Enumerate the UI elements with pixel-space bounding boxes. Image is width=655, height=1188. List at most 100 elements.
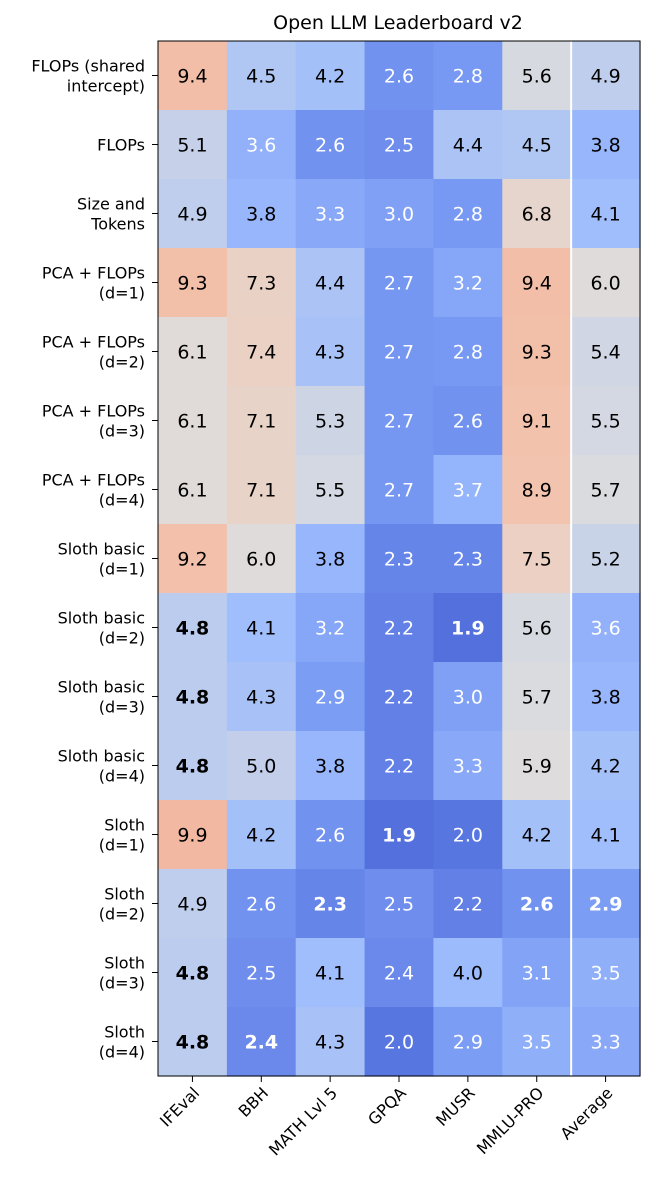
- heatmap-cell: [433, 938, 503, 1008]
- cell-value: 3.1: [522, 963, 552, 985]
- row-label: (d=3): [99, 698, 145, 717]
- heatmap-cell: [571, 1007, 641, 1077]
- heatmap-cell: [158, 248, 228, 318]
- heatmap-cell: [226, 110, 297, 180]
- cell-value: 4.2: [590, 756, 620, 778]
- heatmap-cell: [295, 41, 366, 111]
- heatmap-cell: [158, 524, 228, 594]
- row-label: Sloth: [104, 1023, 145, 1042]
- cell-value: 5.7: [590, 480, 620, 502]
- cell-value: 3.2: [453, 273, 483, 295]
- heatmap-cell: [433, 731, 503, 801]
- heatmap-cell: [433, 593, 503, 663]
- cell-value: 5.4: [590, 342, 620, 364]
- heatmap-cell: [571, 386, 641, 456]
- heatmap-cell: [295, 731, 366, 801]
- heatmap-cell: [226, 524, 297, 594]
- cell-value: 3.5: [590, 963, 620, 985]
- heatmap-cell: [226, 800, 297, 870]
- cell-value: 2.6: [315, 825, 345, 847]
- heatmap-cell: [433, 524, 503, 594]
- cell-value: 3.8: [315, 549, 345, 571]
- heatmap-cell: [364, 938, 435, 1008]
- heatmap-cell: [502, 317, 572, 387]
- heatmap-cell: [433, 455, 503, 525]
- row-label: (d=2): [99, 353, 145, 372]
- row-label: (d=1): [99, 284, 145, 303]
- cell-value: 2.5: [384, 135, 414, 157]
- heatmap-cell: [226, 455, 297, 525]
- cell-value: 9.1: [522, 411, 552, 433]
- heatmap-cell: [295, 386, 366, 456]
- cell-value: 2.7: [384, 480, 414, 502]
- cell-value: 3.3: [453, 756, 483, 778]
- cell-value: 2.2: [453, 894, 483, 916]
- heatmap-cell: [502, 455, 572, 525]
- plot-frame: [157, 40, 641, 1077]
- heatmap-cell: [364, 179, 435, 249]
- heatmap-cell: [295, 1007, 366, 1077]
- cell-value: 9.4: [522, 273, 552, 295]
- cell-value: 1.9: [382, 825, 416, 847]
- cell-value: 2.9: [453, 1032, 483, 1054]
- heatmap-cell: [158, 455, 228, 525]
- heatmap-cell: [295, 869, 366, 939]
- heatmap-cell: [295, 593, 366, 663]
- heatmap-cell: [502, 731, 572, 801]
- heatmap-cell: [158, 800, 228, 870]
- heatmap-cell: [364, 662, 435, 732]
- heatmap-cell: [502, 110, 572, 180]
- row-label: Sloth: [104, 816, 145, 835]
- cell-value: 2.6: [453, 411, 483, 433]
- heatmap-cell: [433, 110, 503, 180]
- cell-value: 4.0: [453, 963, 483, 985]
- row-label: (d=4): [99, 491, 145, 510]
- cell-value: 4.3: [315, 342, 345, 364]
- heatmap-cell: [158, 1007, 228, 1077]
- cell-value: 5.6: [522, 618, 552, 640]
- cell-value: 2.6: [315, 135, 345, 157]
- heatmap-cell: [433, 317, 503, 387]
- heatmap-cell: [502, 248, 572, 318]
- heatmap-cell: [502, 524, 572, 594]
- cell-value: 4.3: [246, 687, 276, 709]
- column-label: MMLU-PRO: [473, 1083, 548, 1158]
- cell-value: 9.9: [177, 825, 207, 847]
- column-label: Average: [557, 1083, 617, 1143]
- cell-value: 4.8: [176, 1032, 210, 1054]
- heatmap-cell: [158, 386, 228, 456]
- heatmap-cell: [571, 800, 641, 870]
- heatmap-cell: [295, 800, 366, 870]
- heatmap-cell: [571, 317, 641, 387]
- cell-value: 2.8: [453, 66, 483, 88]
- cell-value: 3.8: [315, 756, 345, 778]
- cell-value: 4.2: [246, 825, 276, 847]
- column-label: IFEval: [156, 1083, 203, 1130]
- heatmap-cell: [433, 1007, 503, 1077]
- heatmap-cell: [364, 524, 435, 594]
- row-label: Sloth basic: [58, 540, 145, 559]
- cell-value: 4.1: [590, 204, 620, 226]
- cell-value: 2.6: [384, 66, 414, 88]
- cell-value: 2.4: [244, 1032, 278, 1054]
- row-label: PCA + FLOPs: [42, 471, 145, 490]
- column-label: BBH: [235, 1083, 272, 1120]
- cell-value: 4.5: [522, 135, 552, 157]
- row-label: PCA + FLOPs: [42, 264, 145, 283]
- cell-value: 2.6: [246, 894, 276, 916]
- cell-value: 3.5: [522, 1032, 552, 1054]
- cell-value: 2.0: [453, 825, 483, 847]
- heatmap-cell: [571, 248, 641, 318]
- heatmap-cell: [364, 731, 435, 801]
- heatmap-cell: [364, 386, 435, 456]
- row-label: (d=1): [99, 836, 145, 855]
- cell-value: 2.7: [384, 273, 414, 295]
- cell-value: 9.3: [522, 342, 552, 364]
- column-label: GPQA: [364, 1083, 410, 1129]
- heatmap-cell: [158, 317, 228, 387]
- heatmap-cell: [364, 593, 435, 663]
- cell-value: 2.8: [453, 342, 483, 364]
- cell-value: 7.4: [246, 342, 276, 364]
- cell-value: 6.8: [522, 204, 552, 226]
